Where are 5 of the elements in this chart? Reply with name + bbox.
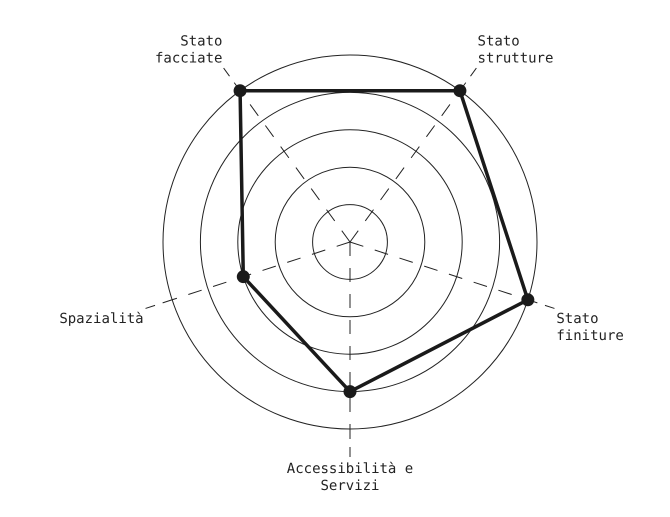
- spoke-label: Spazialità: [59, 311, 144, 328]
- spoke-label: Stato facciate: [155, 33, 222, 66]
- spoke-label: Accessibilità e Servizi: [286, 461, 414, 494]
- spoke-label: Stato finiture: [556, 311, 624, 344]
- spoke-label: Stato strutture: [478, 33, 554, 66]
